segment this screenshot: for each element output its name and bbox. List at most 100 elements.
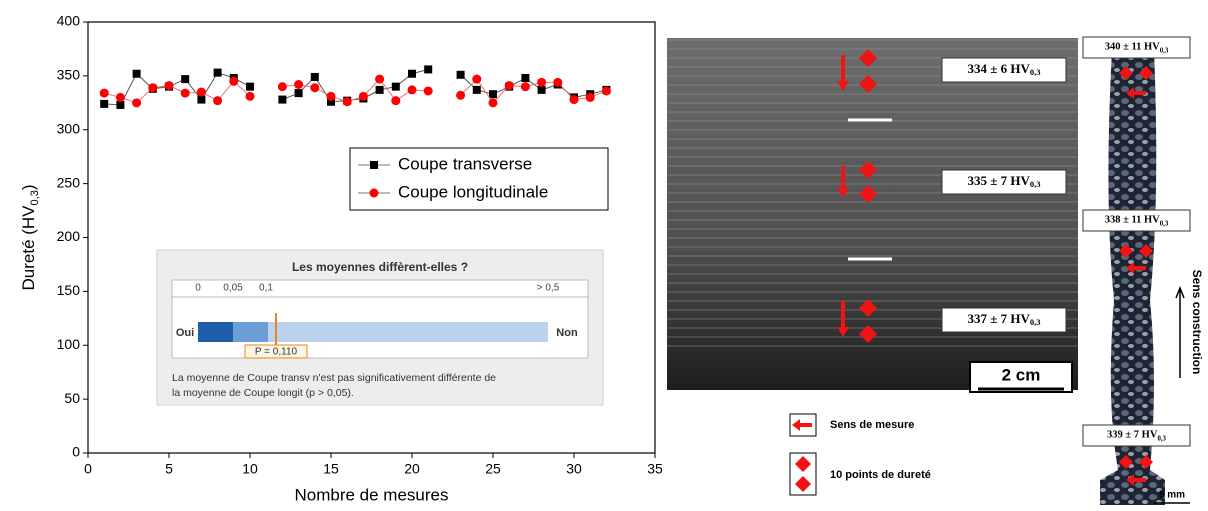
marker <box>213 96 223 106</box>
marker <box>180 88 190 98</box>
p-label: P = 0,110 <box>255 347 298 358</box>
legend-marker <box>370 161 378 169</box>
marker <box>342 97 352 107</box>
band-weak <box>268 322 548 342</box>
scale-label: 0 <box>195 283 201 294</box>
value-box <box>1082 36 1191 59</box>
marker <box>116 100 125 109</box>
inset-text: La moyenne de Coupe transv n'est pas sig… <box>172 372 496 384</box>
marker <box>213 68 222 77</box>
label-main: 339 ± 7 HV <box>1107 430 1158 441</box>
symbol-legend: Sens de mesure 10 points de dureté <box>789 413 931 496</box>
label-sub: 0,3 <box>1160 220 1169 227</box>
scale-bar-thin-label: 5 mm <box>1159 490 1185 501</box>
scale-label: > 0,5 <box>537 283 560 294</box>
hardness-label: 337 ± 7 HV0,3 <box>968 311 1041 327</box>
marker <box>489 90 497 99</box>
x-tick-label: 0 <box>84 461 92 477</box>
legend-marker <box>369 188 379 198</box>
marker <box>181 75 190 84</box>
y-tick-label: 0 <box>72 444 80 460</box>
scale-box <box>171 279 589 359</box>
marker <box>472 85 481 94</box>
marker <box>585 92 595 102</box>
oui-label: Oui <box>176 327 194 339</box>
marker <box>520 82 530 92</box>
marker <box>100 99 109 108</box>
label-sub: 0,3 <box>1030 67 1041 77</box>
label-main: 334 ± 6 HV <box>968 61 1031 76</box>
y-tick-label: 400 <box>57 13 81 29</box>
marker <box>358 91 368 101</box>
y-tick-label: 50 <box>64 390 80 406</box>
label-main: 335 ± 7 HV <box>968 173 1031 188</box>
legend-points: 10 points de dureté <box>830 469 931 481</box>
marker <box>245 91 255 101</box>
value-box <box>941 307 1067 333</box>
marker <box>375 85 384 94</box>
marker <box>472 74 482 84</box>
marker <box>391 82 400 91</box>
legend-box <box>349 147 609 211</box>
hardness-label: 338 ± 11 HV0,3 <box>1105 215 1169 227</box>
marker <box>246 82 254 91</box>
arrow <box>792 419 812 431</box>
marker <box>553 77 563 87</box>
marker <box>456 90 466 100</box>
chart: 0 5 10 15 20 25 30 35050100150200250300350400No… <box>19 13 663 505</box>
marker <box>537 85 546 94</box>
marker <box>424 65 433 74</box>
build-direction: Sens construction <box>1190 270 1204 375</box>
marker <box>196 87 206 97</box>
value-box <box>941 169 1067 195</box>
y-label-part: Dureté (HV <box>19 205 38 291</box>
y-label-part: 0,3 <box>29 190 41 205</box>
inset-text: la moyenne de Coupe longit (p > 0,05). <box>172 387 354 399</box>
x-tick-label: 30 <box>566 461 582 477</box>
x-tick-label: 10 <box>242 461 258 477</box>
marker <box>488 98 498 108</box>
x-tick-label: 25 <box>485 461 501 477</box>
marker <box>537 77 547 87</box>
x-tick-label: 15 <box>323 461 339 477</box>
marker <box>327 97 335 106</box>
marker <box>456 70 465 79</box>
wide-labels: 334 ± 6 HV0,3 335 ± 7 HV0,3 337 ± 7 HV0,3 <box>941 57 1067 333</box>
legend-label: Coupe longitudinale <box>398 182 548 201</box>
marker <box>375 74 385 84</box>
marker <box>294 79 304 89</box>
non-label: Non <box>556 327 578 339</box>
p-box <box>244 344 308 359</box>
hardness-label: 340 ± 11 HV0,3 <box>1105 42 1169 54</box>
inset: Les moyennes diffèrent-elles ? 0 0,05 0,… <box>156 249 604 406</box>
y-tick-label: 100 <box>57 336 81 352</box>
hardness-label: 335 ± 7 HV0,3 <box>968 173 1041 189</box>
build-arrow <box>1175 285 1185 378</box>
x-tick-label: 20 <box>404 461 420 477</box>
marker <box>310 83 320 93</box>
marker <box>294 89 303 98</box>
series-line <box>104 68 607 106</box>
y-tick-label: 250 <box>57 174 81 190</box>
y-tick-label: 300 <box>57 120 81 136</box>
label-sub: 0,3 <box>1157 435 1166 442</box>
marker <box>229 76 239 86</box>
marker <box>408 69 416 78</box>
label-main: 337 ± 7 HV <box>968 311 1031 326</box>
hardness-label: 339 ± 7 HV0,3 <box>1107 430 1167 442</box>
marker <box>115 92 125 102</box>
series-line <box>104 78 607 104</box>
marker <box>278 95 287 104</box>
band-strong <box>198 322 233 342</box>
inset-title: Les moyennes diffèrent-elles ? <box>292 260 468 274</box>
legend-label: Coupe transverse <box>398 154 532 173</box>
x-axis-label: Nombre de mesures <box>294 485 448 504</box>
marker <box>423 86 433 96</box>
legend-arrow: Sens de mesure <box>830 419 914 431</box>
marker <box>310 72 319 81</box>
y-tick-label: 200 <box>57 228 81 244</box>
value-box <box>1082 424 1191 447</box>
y-label-part: ) <box>19 185 38 191</box>
